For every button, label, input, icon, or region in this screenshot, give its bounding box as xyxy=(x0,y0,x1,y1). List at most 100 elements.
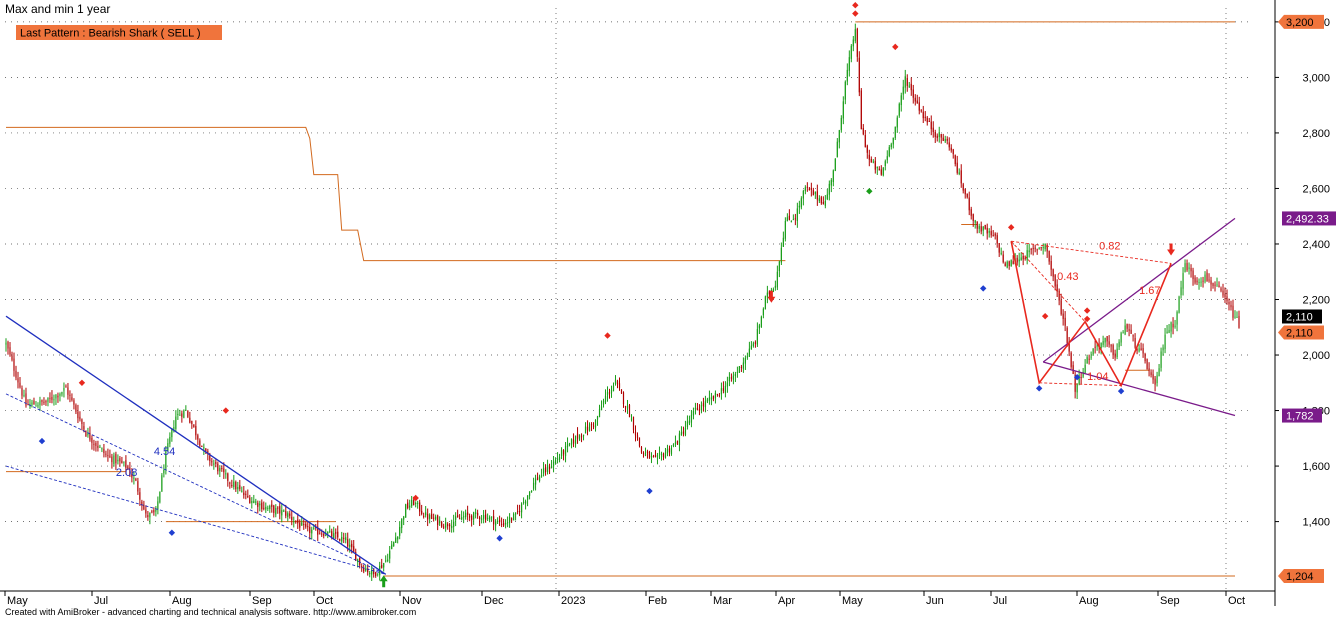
candle-body xyxy=(463,516,465,518)
candle xyxy=(31,399,33,408)
candle-body xyxy=(964,188,966,195)
candle-body xyxy=(594,420,597,428)
candle xyxy=(103,443,105,458)
candle xyxy=(828,180,830,201)
candle-body xyxy=(694,407,697,410)
candle-body xyxy=(1144,353,1146,362)
y-tick-label: 2,400 xyxy=(1302,239,1330,251)
candle-body xyxy=(489,516,491,520)
candle-body xyxy=(818,198,820,202)
candle-body xyxy=(640,446,643,453)
candle-body xyxy=(896,117,898,128)
candle xyxy=(744,355,746,370)
candle xyxy=(1032,244,1034,256)
candle xyxy=(866,144,868,159)
candle-body xyxy=(77,411,79,419)
candle-body xyxy=(301,522,303,526)
candle xyxy=(467,505,469,521)
candle xyxy=(706,397,709,404)
price-tag: 2,492.33 xyxy=(1282,211,1336,226)
price-tag: 1,204 xyxy=(1278,569,1324,584)
candle xyxy=(816,184,818,206)
candle xyxy=(848,50,850,77)
candle xyxy=(656,452,659,465)
candle-body xyxy=(1074,374,1076,392)
candle xyxy=(742,357,745,373)
x-tick-label: Sep xyxy=(252,595,272,607)
candle xyxy=(47,397,49,407)
candle-body xyxy=(111,456,113,463)
candle xyxy=(433,513,435,522)
candle-body xyxy=(850,45,852,59)
candle-body xyxy=(327,531,329,534)
candle xyxy=(177,408,179,420)
candle-body xyxy=(81,419,83,425)
candle-body xyxy=(1062,313,1064,319)
candle xyxy=(45,399,47,406)
candle-body xyxy=(812,190,814,196)
candle xyxy=(393,541,395,547)
pivot-low-marker xyxy=(646,487,653,495)
candle xyxy=(834,158,836,172)
candle-body xyxy=(628,404,631,418)
candle-body xyxy=(1000,252,1002,254)
candle xyxy=(524,499,527,510)
candle-body xyxy=(117,459,119,462)
candle-body xyxy=(1110,345,1112,347)
candle-body xyxy=(1218,285,1220,288)
candle xyxy=(53,394,55,406)
candle xyxy=(560,447,563,459)
candle-body xyxy=(538,476,541,481)
candle-body xyxy=(459,518,461,520)
candle xyxy=(459,514,461,520)
candle xyxy=(630,414,633,422)
candle-body xyxy=(1004,263,1006,266)
candle xyxy=(644,447,647,457)
candle-body xyxy=(61,391,63,395)
candle-body xyxy=(560,450,563,456)
candle xyxy=(69,390,71,403)
candle xyxy=(762,307,764,319)
candle-body xyxy=(862,127,864,135)
pattern-badge: Last Pattern : Bearish Shark ( SELL ) xyxy=(20,28,201,40)
candle xyxy=(421,504,423,516)
candle xyxy=(375,571,377,578)
candle-body xyxy=(1052,269,1054,277)
candle xyxy=(1056,279,1058,297)
candle-body xyxy=(201,445,203,447)
candle xyxy=(49,392,51,403)
candle-body xyxy=(854,29,856,42)
candle xyxy=(227,472,229,487)
candle xyxy=(287,511,289,522)
candle xyxy=(798,200,800,214)
candle xyxy=(1142,343,1144,358)
pivot-high-marker xyxy=(892,43,899,51)
price-tag-bg xyxy=(1278,569,1324,584)
candle-body xyxy=(337,531,339,538)
candle xyxy=(197,433,199,445)
candle xyxy=(71,393,73,402)
candle-body xyxy=(103,448,105,454)
candle xyxy=(976,221,978,234)
candle-body xyxy=(389,550,391,559)
candle xyxy=(145,505,147,518)
candle-body xyxy=(652,456,655,458)
candle xyxy=(1138,344,1140,353)
candle-body xyxy=(419,502,421,512)
candle xyxy=(534,474,537,491)
candle-body xyxy=(25,393,27,406)
candle xyxy=(964,188,966,199)
candle-body xyxy=(1046,245,1048,252)
candle-body xyxy=(413,500,415,506)
candle-body xyxy=(143,504,145,510)
candle xyxy=(335,528,337,540)
candle xyxy=(536,472,539,481)
candle-body xyxy=(487,517,489,519)
candle xyxy=(275,504,277,518)
candle xyxy=(696,403,699,411)
candle xyxy=(443,523,445,530)
candle-body xyxy=(906,78,908,86)
candle xyxy=(437,514,439,531)
candle-body xyxy=(500,523,503,525)
candle xyxy=(586,420,589,436)
